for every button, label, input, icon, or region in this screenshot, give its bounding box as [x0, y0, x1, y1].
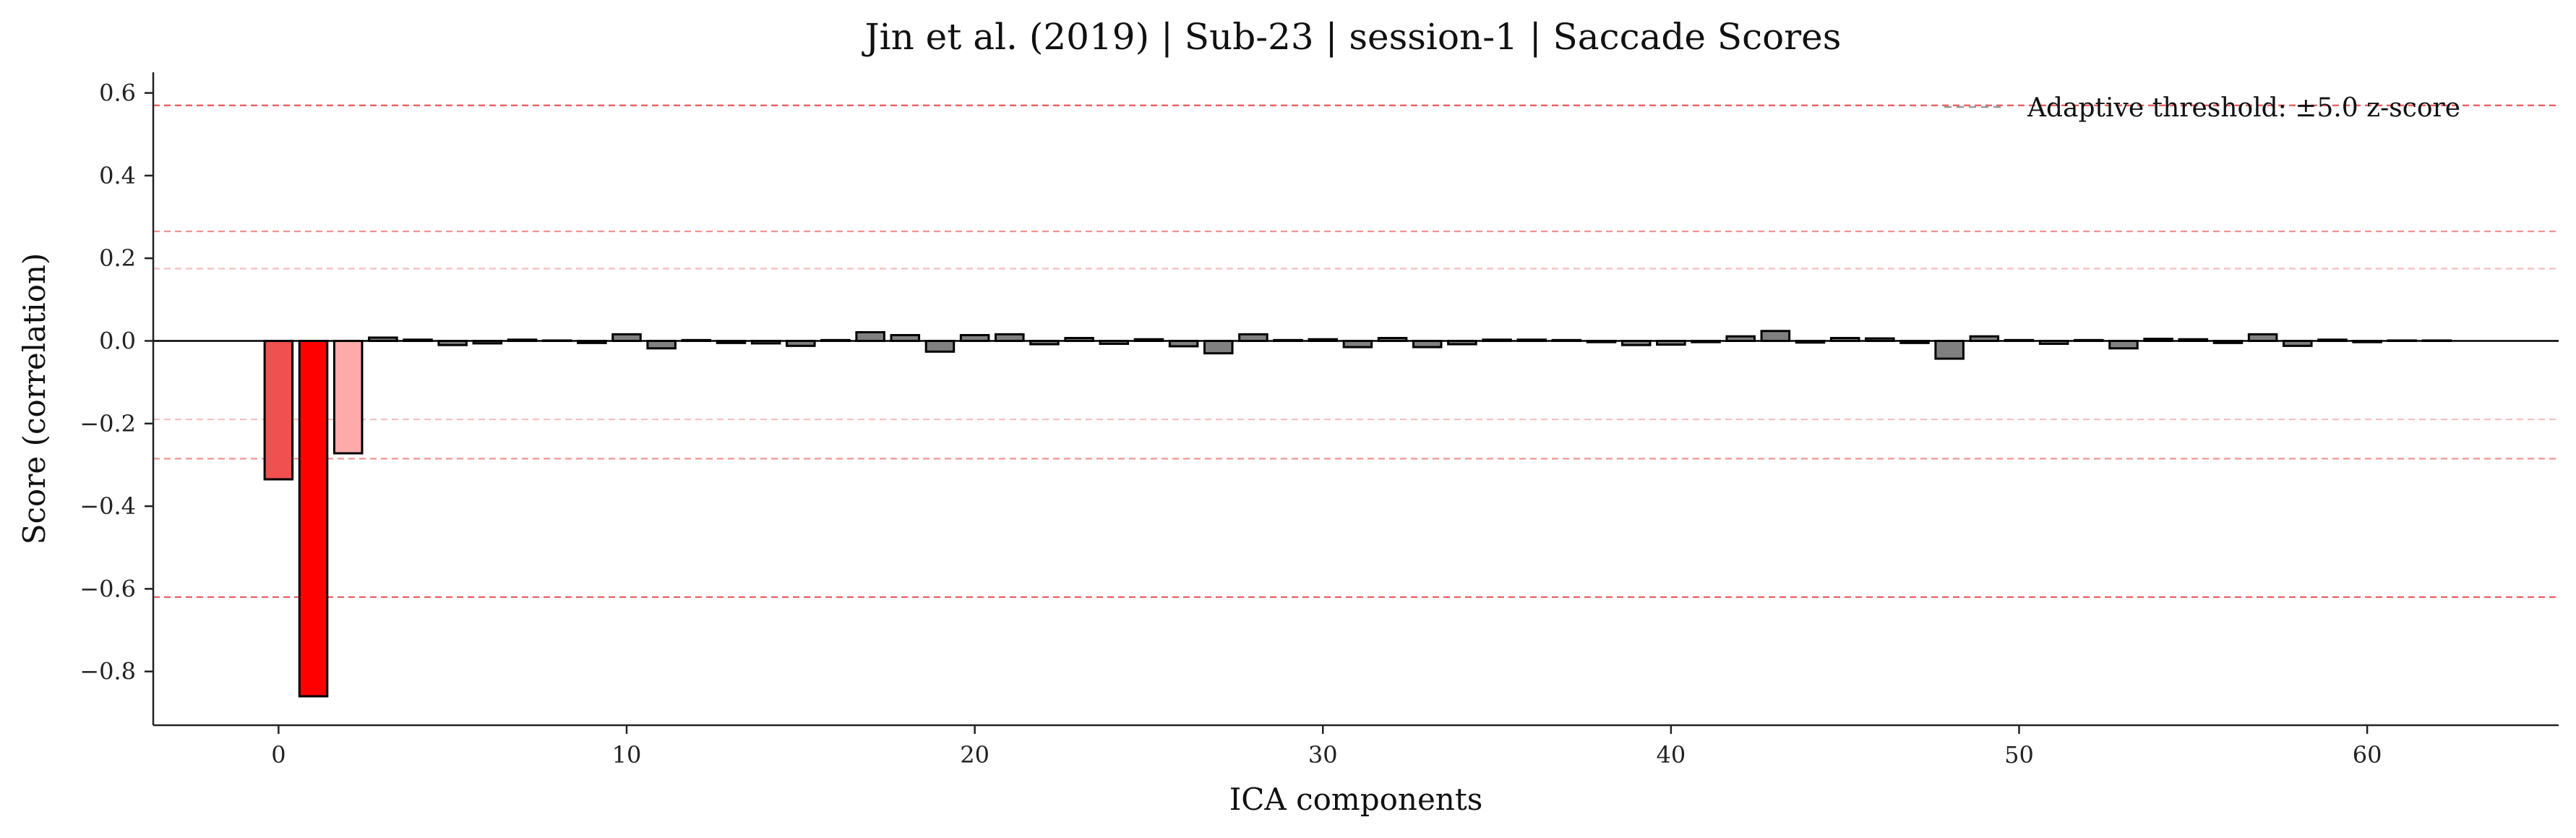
chart-title: Jin et al. (2019) | Sub-23 | session-1 |…: [862, 16, 1842, 58]
bar-component-1: [298, 339, 329, 698]
bar-component-17: [855, 330, 885, 342]
y-tick-label: −0.8: [80, 658, 136, 685]
bar-component-48: [1934, 339, 1965, 360]
y-tick-label: 0.2: [99, 244, 136, 272]
bar-component-53: [2108, 339, 2139, 350]
bar-component-33: [1412, 339, 1443, 349]
bar-component-10: [611, 333, 642, 342]
bar-component-0: [263, 339, 294, 481]
x-tick-label: 60: [2353, 741, 2382, 769]
bar-component-27: [1203, 339, 1234, 355]
axes: −0.8 −0.6 −0.4 −0.2 0.0 0.2 0.4 0.6 0 10 20 30 40 50 6…: [80, 72, 2559, 769]
x-axis-label: ICA components: [1229, 782, 1483, 817]
y-tick-label: −0.4: [80, 492, 136, 520]
y-tick-label: 0.6: [99, 80, 136, 107]
x-tick-label: 30: [1308, 741, 1338, 769]
bars: [263, 330, 2452, 698]
legend-entry: Adaptive threshold: ±5.0 z-score: [2027, 93, 2460, 123]
bar-component-11: [646, 339, 677, 350]
y-tick-label: −0.2: [80, 410, 136, 437]
y-tick-label: 0.4: [99, 162, 136, 189]
y-tick-label: 0.0: [99, 327, 136, 354]
bar-component-43: [1760, 330, 1791, 342]
legend: Adaptive threshold: ±5.0 z-score: [1944, 93, 2460, 123]
bar-component-28: [1238, 333, 1268, 342]
x-tick-label: 50: [2004, 741, 2034, 769]
threshold-lines: [153, 104, 2559, 598]
y-axis-label: Score (correlation): [17, 253, 52, 545]
x-tick-label: 10: [612, 741, 642, 769]
bar-component-19: [924, 339, 956, 353]
x-tick-label: 40: [1657, 741, 1686, 769]
bar-component-31: [1342, 339, 1373, 349]
y-tick-label: −0.6: [80, 575, 136, 602]
bar-component-57: [2247, 333, 2278, 342]
x-tick-label: 20: [960, 741, 989, 769]
bar-component-21: [995, 333, 1025, 342]
x-tick-label: 0: [271, 741, 285, 769]
bar-component-2: [332, 339, 364, 455]
